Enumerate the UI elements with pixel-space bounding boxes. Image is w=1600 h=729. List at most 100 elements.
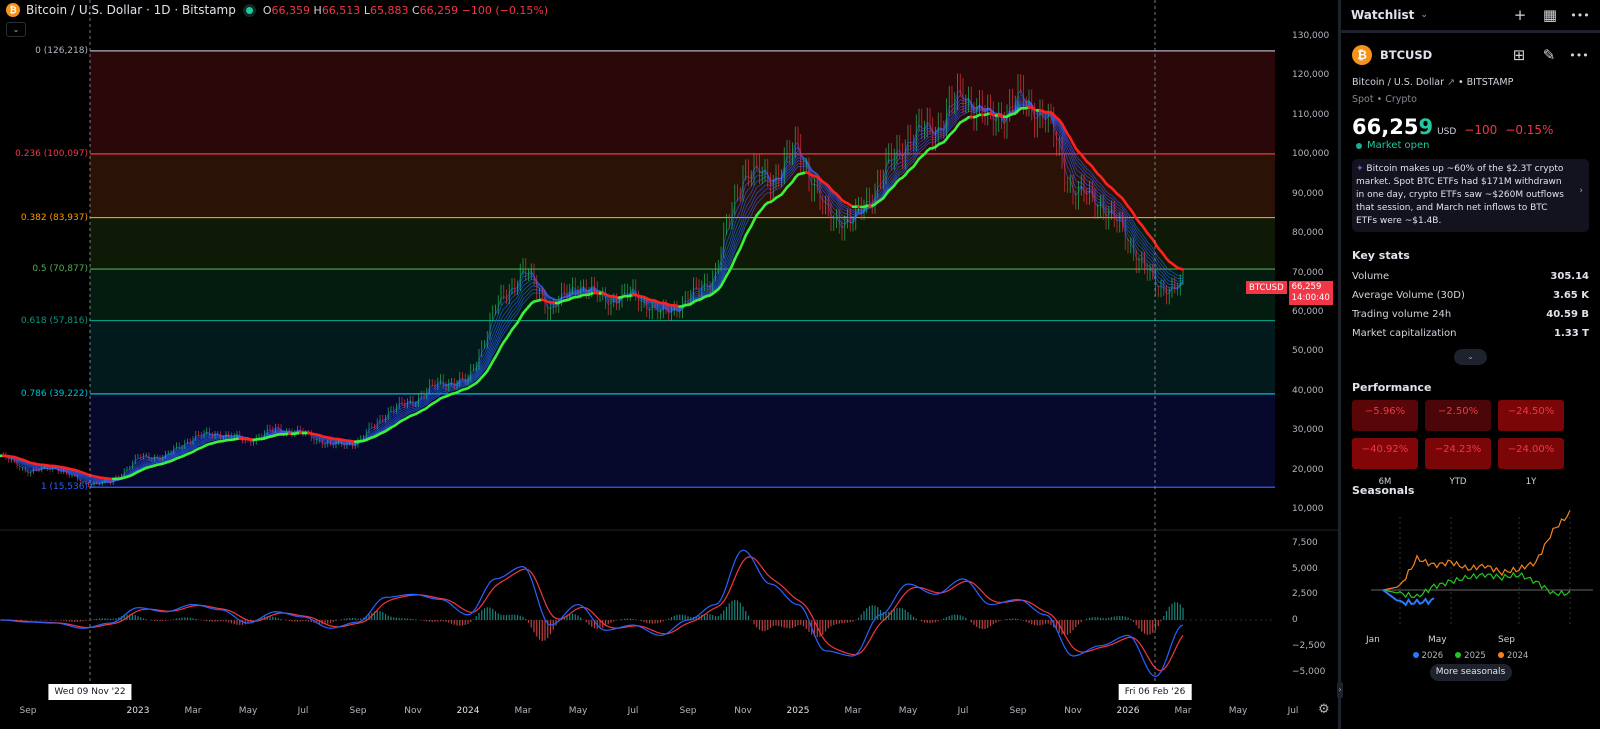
price-axis-label: 50,000 [1292,346,1324,357]
price-chart[interactable] [0,0,1338,729]
time-axis-label: Nov [404,706,422,716]
price-tag-symbol: BTCUSD [1246,281,1287,294]
fib-level-label: 0.786 (39,222) [20,388,88,399]
price-axis-label: 110,000 [1292,109,1330,120]
seasonals-legend-item[interactable]: 2024 [1497,651,1528,661]
performance-tile[interactable]: −5.96%1W [1352,400,1418,449]
expand-stats-button[interactable]: ⌄ [1454,349,1487,365]
time-axis-label: Mar [844,706,862,716]
time-axis-label: Jul [297,706,309,716]
settings-gear-icon[interactable]: ⚙ [1318,702,1330,717]
performance-tile[interactable]: −2.50%1M [1425,400,1491,449]
performance-period: YTD [1449,477,1467,487]
key-stat-row: Trading volume 24h 40.59 B [1341,305,1600,324]
bitcoin-icon: ₿ [6,3,20,17]
time-axis-label: Mar [1174,706,1192,716]
watchlist-title[interactable]: Watchlist [1351,8,1415,22]
key-stat-value: 1.33 T [1554,328,1589,339]
advanced-view-icon[interactable]: ▦ [1542,6,1558,24]
performance-title: Performance [1352,381,1432,394]
key-stat-label: Market capitalization [1352,328,1457,339]
price-axis-label: 70,000 [1292,267,1324,278]
candles [2,73,1184,488]
crosshair-date-left: Wed 09 Nov '22 [48,684,132,700]
edit-icon[interactable]: ✎ [1542,46,1556,64]
collapse-legend-button[interactable]: ⌄ [6,22,26,37]
seasonals-axis-label: Sep [1498,635,1515,645]
price-axis-label: 80,000 [1292,228,1324,239]
ohlc-values: O66,359 H66,513 L65,883 C66,259 −100 (−0… [262,3,549,17]
performance-value: −5.96% [1364,406,1406,417]
time-axis-label: 2024 [456,706,480,716]
key-stat-row: Average Volume (30D) 3.65 K [1341,286,1600,305]
price-axis-label: −2,500 [1292,640,1326,651]
performance-tile[interactable]: −24.23% YTD [1425,438,1491,487]
performance-tile[interactable]: −24.00% 1Y [1498,438,1564,487]
price-axis-label: −5,000 [1292,666,1326,677]
news-summary-card[interactable]: ✦ Bitcoin makes up ~60% of the $2.3T cry… [1352,159,1589,232]
grid-layout-icon[interactable]: ⊞ [1512,46,1526,64]
watchlist-header: Watchlist ⌄ + ▦ ••• [1341,0,1600,33]
fib-zone [90,153,1275,218]
key-stat-row: Volume 305.14 [1341,267,1600,286]
market-status-dot [245,6,253,14]
symbol-title[interactable]: Bitcoin / U.S. Dollar · 1D · Bitstamp [26,3,236,17]
fib-level-label: 1 (15,536) [40,482,88,493]
price-tag-value: 66,259 14:00:40 [1288,281,1333,305]
fib-zone [90,393,1275,488]
key-stat-value: 40.59 B [1546,309,1589,320]
last-price: 66,259 USD −100 −0.15% [1352,115,1554,139]
performance-value: −24.23% [1434,444,1482,455]
watchlist-panel: Watchlist ⌄ + ▦ ••• ₿ BTCUSD ⊞ ✎ ••• Bitc… [1341,0,1600,729]
market-status: Market open [1356,140,1589,151]
performance-value: −24.00% [1507,444,1555,455]
fib-level-label: 0.236 (100,097) [15,148,88,159]
more-seasonals-button[interactable]: More seasonals [1429,664,1512,681]
bitcoin-icon: ₿ [1352,45,1372,65]
seasonals-line-2025 [1382,571,1571,598]
symbol-description: Bitcoin / U.S. Dollar ↗ • BITSTAMP [1352,77,1514,88]
add-symbol-icon[interactable]: + [1513,6,1527,24]
time-axis-label: Nov [1064,706,1082,716]
symbol-legend: ₿ Bitcoin / U.S. Dollar · 1D · Bitstamp … [6,3,548,17]
last-price-tag: BTCUSD 66,259 14:00:40 [1246,281,1333,305]
price-axis-label: 30,000 [1292,425,1324,436]
seasonals-legend-item[interactable]: 2025 [1455,651,1486,661]
time-axis-label: 2025 [786,706,810,716]
external-link-icon[interactable]: ↗ [1447,77,1455,88]
macd-line [0,549,1184,678]
key-stat-label: Trading volume 24h [1352,309,1452,320]
panel-divider[interactable] [1338,0,1341,729]
time-axis-label: Sep [679,706,697,716]
expand-panel-handle[interactable]: › [1337,682,1343,698]
time-axis-label: 2023 [126,706,150,716]
key-stat-label: Average Volume (30D) [1352,290,1465,301]
seasonals-line-2026 [1382,589,1435,607]
time-axis-label: Jul [1287,706,1299,716]
seasonals-axis-label: May [1428,635,1447,645]
price-axis-label: 40,000 [1292,385,1324,396]
time-axis-label: Sep [19,706,37,716]
crosshair-date-right: Fri 06 Feb '26 [1118,684,1192,700]
symbol-name[interactable]: BTCUSD [1380,48,1433,62]
time-axis-label: 2026 [1116,706,1140,716]
price-axis-label: 7,500 [1292,538,1318,548]
seasonals-legend-item[interactable]: 2026 [1412,651,1443,661]
fib-zone [90,50,1275,154]
time-axis-label: Jul [957,706,969,716]
time-axis-label: Sep [349,706,367,716]
time-axis-label: Mar [514,706,532,716]
time-axis-label: Jul [627,706,639,716]
price-axis-label: 10,000 [1292,504,1324,515]
price-axis-label: 90,000 [1292,188,1324,199]
performance-tile[interactable]: −40.92% 6M [1352,438,1418,487]
seasonals-chart[interactable]: Jan May Sep [1341,497,1600,647]
price-axis-label: 100,000 [1292,149,1330,160]
more-options-icon[interactable]: ••• [1570,8,1590,22]
more-options-icon[interactable]: ••• [1569,48,1589,62]
performance-tile[interactable]: −24.50%3M [1498,400,1564,449]
key-stat-row: Market capitalization 1.33 T [1341,324,1600,343]
time-axis-label: Mar [184,706,202,716]
chevron-down-icon[interactable]: ⌄ [1420,10,1428,20]
performance-value: −40.92% [1361,444,1409,455]
